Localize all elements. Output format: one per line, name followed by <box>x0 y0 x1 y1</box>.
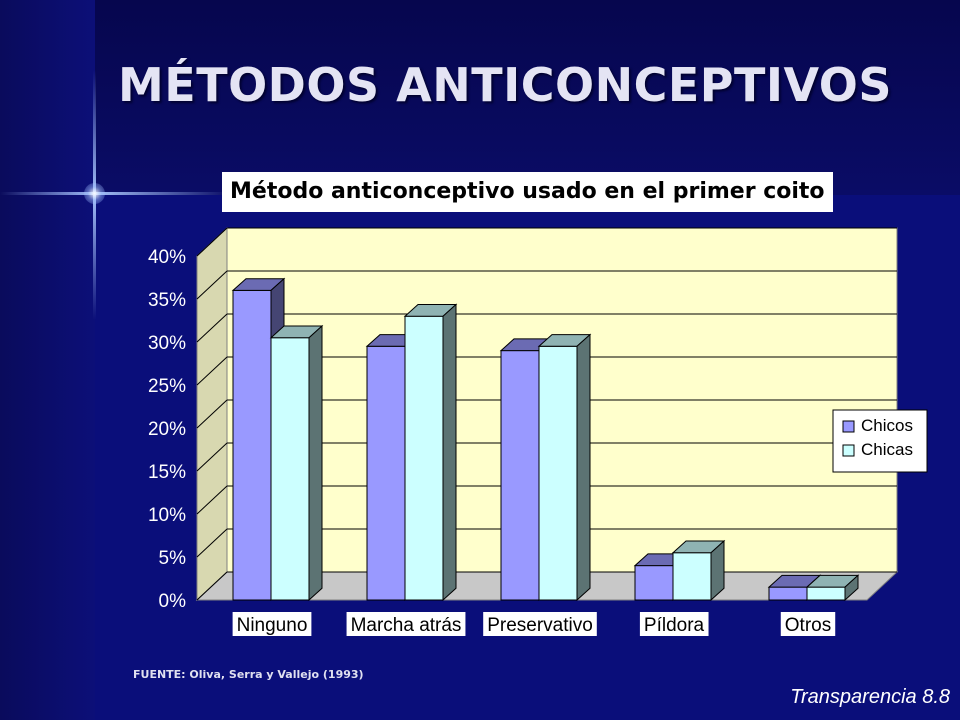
svg-text:Píldora: Píldora <box>644 615 705 636</box>
gridline-side <box>196 270 228 300</box>
bars <box>231 277 860 602</box>
svg-text:Ninguno: Ninguno <box>237 615 308 636</box>
y-tick-label: 15% <box>148 462 186 483</box>
gridline-side <box>196 528 228 558</box>
x-tick-label: Ninguno <box>232 612 312 636</box>
gridline-side <box>196 356 228 386</box>
bar-chicas-2 <box>537 333 592 602</box>
y-tick-label: 25% <box>148 376 186 397</box>
legend-swatch <box>842 444 855 457</box>
header-band <box>0 0 960 195</box>
y-tick-label: 5% <box>159 548 187 569</box>
svg-text:Marcha atrás: Marcha atrás <box>351 615 462 636</box>
legend-label: Chicas <box>861 440 913 459</box>
gridline-side <box>196 227 228 257</box>
light-flare-horizontal <box>0 192 230 195</box>
y-tick-label: 35% <box>148 290 186 311</box>
y-tick-label: 0% <box>159 591 187 612</box>
left-band <box>0 0 95 720</box>
legend-box <box>832 409 928 473</box>
bar-chicas-3 <box>671 539 726 602</box>
legend-swatch <box>842 420 855 433</box>
x-tick-label: Píldora <box>639 612 709 636</box>
gridline-side <box>196 442 228 472</box>
x-tick-label: Otros <box>780 612 836 636</box>
gridline-side <box>196 485 228 515</box>
bar-chicas-4 <box>805 574 860 602</box>
bar-chicas-0 <box>269 324 324 602</box>
y-tick-label: 40% <box>148 247 186 268</box>
source-note: FUENTE: Oliva, Serra y Vallejo (1993) <box>133 668 364 681</box>
x-tick-label: Preservativo <box>483 612 597 636</box>
y-tick-label: 30% <box>148 333 186 354</box>
bar-chicas-1 <box>403 303 458 602</box>
legend: Chicos Chicas <box>832 409 928 473</box>
slide-title: MÉTODOS ANTICONCEPTIVOS <box>118 58 892 112</box>
chart-title: Método anticonceptivo usado en el primer… <box>222 172 833 212</box>
svg-text:Preservativo: Preservativo <box>487 615 593 636</box>
axes: 0% 5% 10% 15% 20% 25% 30% 35% 40% Ninguno Marcha a… <box>148 247 836 636</box>
svg-text:Otros: Otros <box>785 615 831 636</box>
slide-number: Transparencia 8.8 <box>790 686 950 708</box>
light-flare-core <box>84 183 105 204</box>
gridline-side <box>196 571 228 601</box>
legend-label: Chicos <box>861 416 913 435</box>
x-tick-label: Marcha atrás <box>346 612 466 636</box>
gridline-side <box>196 399 228 429</box>
gridline-side <box>196 313 228 343</box>
y-tick-label: 10% <box>148 505 186 526</box>
y-tick-label: 20% <box>148 419 186 440</box>
